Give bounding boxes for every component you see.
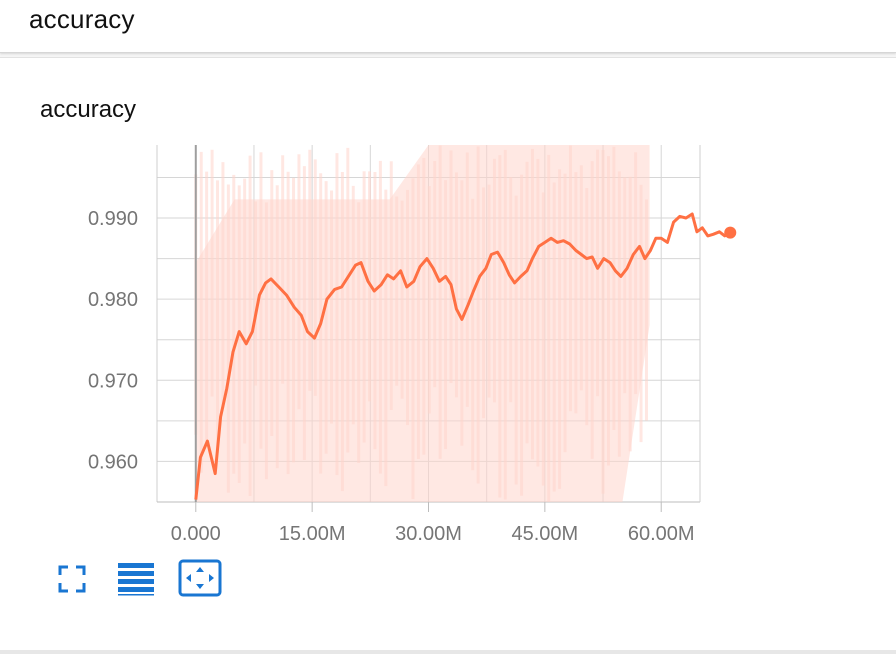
header-title: accuracy xyxy=(29,4,135,34)
x-tick-label: 45.00M xyxy=(511,523,578,545)
last-value-point xyxy=(724,226,737,239)
y-tick-label: 0.980 xyxy=(88,289,138,311)
chart-toolbar xyxy=(50,559,250,599)
fit-domain-icon xyxy=(58,565,86,593)
y-tick-label: 0.960 xyxy=(88,451,138,473)
data-table-icon xyxy=(118,563,154,596)
x-tick-label: 0.000 xyxy=(171,523,221,545)
data-table-button[interactable] xyxy=(114,559,158,599)
pan-zoom-button[interactable] xyxy=(178,559,222,599)
y-tick-label: 0.970 xyxy=(88,370,138,392)
pan-zoom-icon xyxy=(178,559,222,597)
header-bar: accuracy xyxy=(0,0,896,53)
x-tick-label: 60.00M xyxy=(628,523,695,545)
y-tick-label: 0.990 xyxy=(88,208,138,230)
fit-domain-button[interactable] xyxy=(50,559,94,599)
x-tick-label: 15.00M xyxy=(279,523,346,545)
chart-title: accuracy xyxy=(40,96,137,123)
card-divider xyxy=(0,650,896,654)
smoothed-series-line xyxy=(194,212,732,500)
x-tick-label: 30.00M xyxy=(395,523,462,545)
